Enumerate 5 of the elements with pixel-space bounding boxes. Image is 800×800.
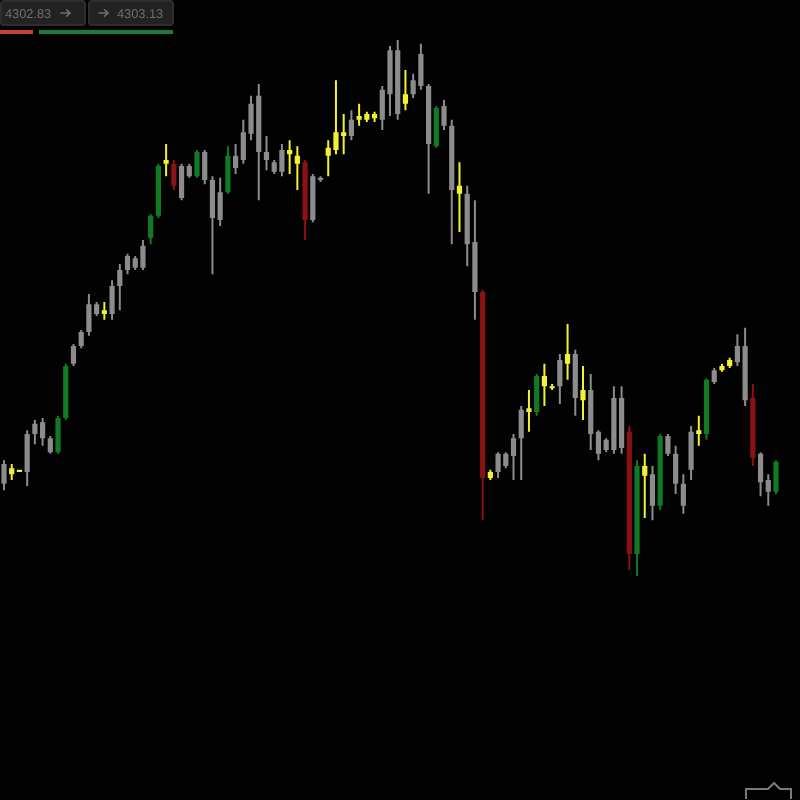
candlestick	[526, 390, 532, 432]
candlestick	[456, 162, 463, 232]
candlestick	[696, 415, 702, 446]
candlestick	[163, 143, 169, 177]
candlestick	[580, 365, 586, 421]
